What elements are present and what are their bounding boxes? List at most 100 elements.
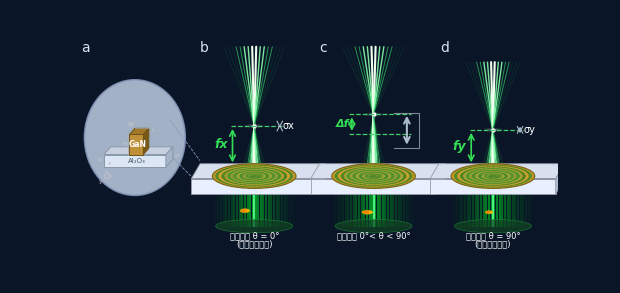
Ellipse shape	[464, 167, 522, 185]
Text: p: p	[174, 153, 179, 158]
Ellipse shape	[249, 125, 259, 127]
Ellipse shape	[490, 175, 496, 177]
Ellipse shape	[350, 169, 397, 183]
Ellipse shape	[335, 219, 412, 233]
Ellipse shape	[469, 169, 517, 183]
Polygon shape	[130, 128, 149, 134]
Ellipse shape	[368, 174, 379, 178]
Polygon shape	[166, 147, 173, 167]
Ellipse shape	[365, 173, 383, 179]
Ellipse shape	[228, 168, 281, 184]
Ellipse shape	[460, 166, 526, 186]
Text: W: W	[128, 122, 134, 127]
Ellipse shape	[233, 170, 275, 182]
Ellipse shape	[484, 128, 502, 132]
Ellipse shape	[353, 170, 394, 182]
Ellipse shape	[335, 176, 412, 189]
Text: σy: σy	[523, 125, 535, 135]
Ellipse shape	[457, 166, 529, 187]
Ellipse shape	[251, 175, 257, 177]
Text: σx: σx	[283, 121, 294, 131]
Ellipse shape	[358, 172, 389, 180]
Ellipse shape	[343, 167, 404, 185]
Text: Al₂O₃: Al₂O₃	[128, 159, 145, 164]
Ellipse shape	[224, 167, 284, 185]
Polygon shape	[104, 154, 166, 167]
Polygon shape	[556, 164, 564, 194]
Ellipse shape	[485, 211, 493, 214]
Ellipse shape	[484, 173, 502, 179]
Ellipse shape	[475, 171, 511, 181]
Text: y: y	[99, 179, 103, 184]
Text: Δf: Δf	[336, 119, 349, 129]
Text: a: a	[81, 41, 90, 55]
Text: p: p	[97, 157, 102, 162]
Ellipse shape	[218, 166, 290, 187]
Ellipse shape	[373, 114, 374, 115]
Polygon shape	[436, 164, 445, 194]
Ellipse shape	[248, 174, 260, 178]
Ellipse shape	[356, 171, 391, 181]
Ellipse shape	[216, 219, 293, 233]
Ellipse shape	[212, 164, 296, 188]
Ellipse shape	[242, 173, 266, 180]
Ellipse shape	[340, 166, 407, 186]
Text: 偏光方向 0°< θ < 90°: 偏光方向 0°< θ < 90°	[337, 231, 410, 241]
Ellipse shape	[451, 164, 534, 188]
Ellipse shape	[463, 167, 523, 185]
Ellipse shape	[371, 114, 376, 115]
Text: fx: fx	[215, 138, 228, 151]
Ellipse shape	[481, 173, 505, 180]
Ellipse shape	[347, 168, 401, 184]
Polygon shape	[311, 178, 436, 194]
Ellipse shape	[466, 168, 520, 184]
Text: H: H	[122, 142, 127, 147]
Ellipse shape	[362, 210, 373, 214]
Ellipse shape	[216, 176, 293, 189]
Ellipse shape	[221, 166, 287, 186]
Ellipse shape	[454, 219, 531, 233]
Polygon shape	[143, 128, 149, 154]
Text: fy: fy	[453, 140, 466, 153]
Ellipse shape	[246, 173, 263, 179]
Text: d: d	[440, 41, 449, 55]
Text: GaN: GaN	[129, 140, 147, 149]
Text: L: L	[151, 127, 154, 132]
Ellipse shape	[338, 166, 409, 187]
Ellipse shape	[84, 80, 185, 195]
Ellipse shape	[245, 124, 264, 128]
Ellipse shape	[239, 172, 269, 180]
Text: (ｘ偏光に対応): (ｘ偏光に対応)	[236, 239, 272, 248]
Ellipse shape	[215, 165, 293, 188]
Text: (ｙ偏光に対応): (ｙ偏光に対応)	[475, 239, 511, 248]
Ellipse shape	[236, 171, 272, 181]
Ellipse shape	[454, 176, 531, 189]
Text: 偏光方向 θ = 90°: 偏光方向 θ = 90°	[466, 231, 520, 241]
Polygon shape	[430, 178, 556, 194]
Text: z: z	[108, 161, 111, 166]
Ellipse shape	[365, 113, 383, 116]
Polygon shape	[430, 164, 564, 178]
Ellipse shape	[489, 129, 497, 131]
Ellipse shape	[472, 170, 514, 182]
Ellipse shape	[230, 169, 278, 183]
Ellipse shape	[241, 209, 249, 213]
Polygon shape	[192, 178, 317, 194]
Ellipse shape	[246, 210, 249, 212]
Ellipse shape	[225, 167, 283, 185]
Ellipse shape	[478, 172, 508, 180]
Ellipse shape	[369, 114, 378, 115]
Polygon shape	[192, 164, 326, 178]
Ellipse shape	[368, 211, 373, 213]
Polygon shape	[311, 164, 445, 178]
Ellipse shape	[335, 165, 412, 188]
Polygon shape	[130, 134, 143, 154]
Ellipse shape	[252, 126, 257, 127]
Ellipse shape	[490, 212, 493, 213]
Ellipse shape	[361, 173, 386, 180]
Ellipse shape	[487, 174, 499, 178]
Text: 偏光方向 θ = 0°: 偏光方向 θ = 0°	[229, 231, 279, 241]
Text: b: b	[200, 41, 209, 55]
Polygon shape	[317, 164, 326, 194]
Ellipse shape	[332, 164, 415, 188]
